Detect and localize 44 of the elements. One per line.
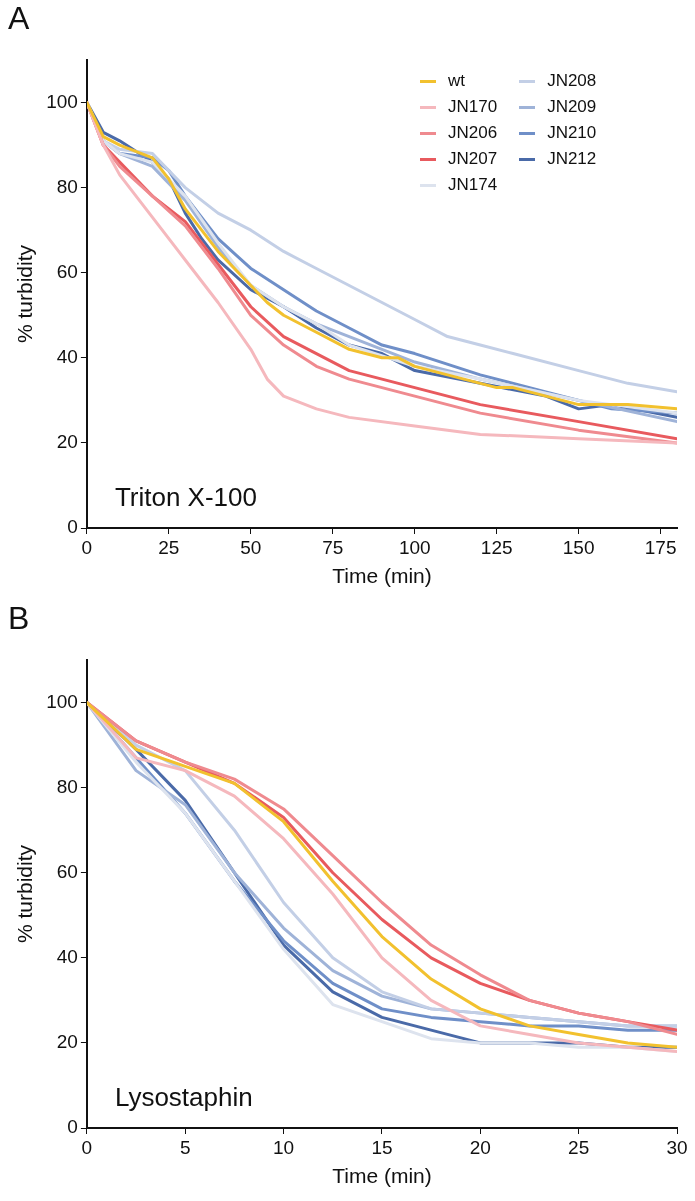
legend-label: wt bbox=[448, 71, 465, 91]
x-tick-label: 25 bbox=[568, 1136, 590, 1158]
x-tick-label: 175 bbox=[644, 536, 677, 558]
x-tick-label: 75 bbox=[322, 536, 344, 558]
x-axis-title: Time (min) bbox=[332, 1164, 432, 1188]
y-tick-label: 100 bbox=[46, 690, 78, 712]
legend-label: JN174 bbox=[448, 175, 498, 195]
x-tick-label: 20 bbox=[469, 1136, 491, 1158]
x-tick-label: 25 bbox=[158, 536, 180, 558]
legend-label: JN207 bbox=[448, 149, 498, 169]
chart-title: A bbox=[8, 0, 30, 37]
legend-label: JN212 bbox=[547, 149, 597, 169]
x-tick-label: 100 bbox=[398, 536, 431, 558]
legend-label: JN209 bbox=[547, 97, 597, 117]
y-axis-title: % turbidity bbox=[13, 844, 37, 944]
y-tick-label: 40 bbox=[56, 346, 78, 368]
x-tick-label: 0 bbox=[81, 536, 93, 558]
y-tick-label: 60 bbox=[56, 260, 78, 282]
y-tick-label: 0 bbox=[67, 1116, 78, 1138]
annotation: Triton X-100 bbox=[114, 482, 258, 513]
x-axis-title: Time (min) bbox=[332, 564, 432, 588]
legend-label: JN210 bbox=[547, 123, 597, 143]
chart-title: B bbox=[8, 600, 30, 637]
x-tick-label: 0 bbox=[81, 1136, 93, 1158]
x-tick-label: 50 bbox=[240, 536, 262, 558]
x-tick-label: 150 bbox=[562, 536, 595, 558]
x-tick-label: 30 bbox=[666, 1136, 688, 1158]
y-tick-label: 100 bbox=[46, 90, 78, 112]
y-tick-label: 20 bbox=[56, 1031, 78, 1053]
x-tick-label: 5 bbox=[179, 1136, 191, 1158]
annotation: Lysostaphin bbox=[114, 1082, 253, 1113]
x-tick-label: 10 bbox=[273, 1136, 295, 1158]
y-tick-label: 40 bbox=[56, 946, 78, 968]
y-tick-label: 80 bbox=[56, 775, 78, 797]
y-tick-label: 60 bbox=[56, 860, 78, 882]
y-tick-label: 0 bbox=[67, 516, 78, 538]
x-tick-label: 125 bbox=[480, 536, 513, 558]
legend-label: JN206 bbox=[448, 123, 498, 143]
x-tick-label: 15 bbox=[371, 1136, 393, 1158]
legend-label: JN170 bbox=[448, 97, 498, 117]
y-axis-title: % turbidity bbox=[13, 244, 37, 344]
y-tick-label: 80 bbox=[56, 175, 78, 197]
legend-label: JN208 bbox=[547, 71, 597, 91]
y-tick-label: 20 bbox=[56, 431, 78, 453]
